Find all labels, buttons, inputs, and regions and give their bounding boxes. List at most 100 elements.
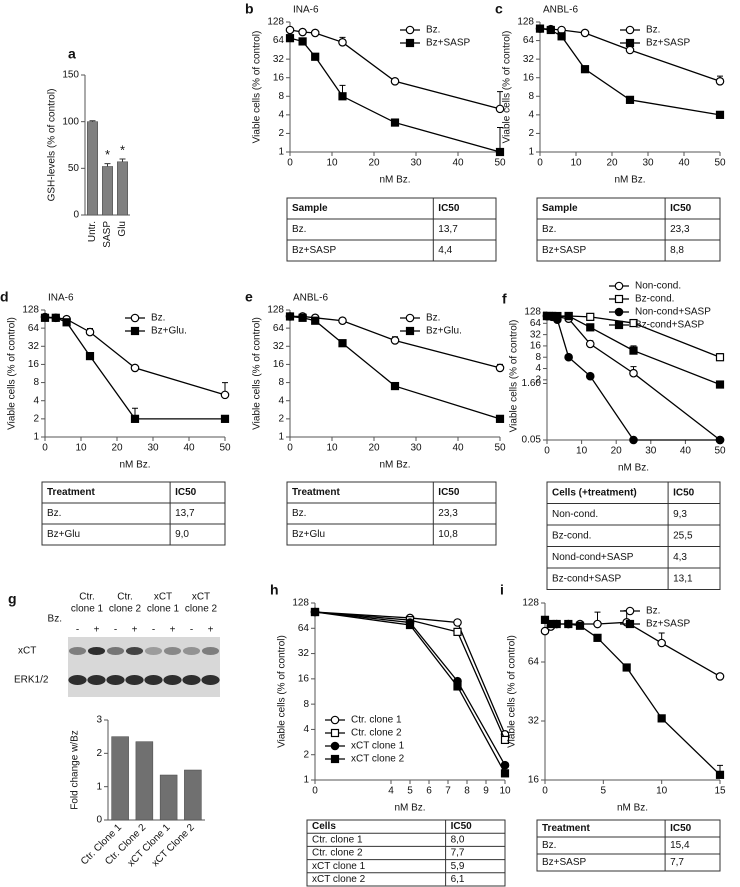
panel-title: INA-6 bbox=[293, 5, 319, 16]
panel-letter: a bbox=[68, 46, 76, 62]
legend-label: Bz. bbox=[151, 313, 165, 324]
marker bbox=[580, 28, 590, 38]
table-cell: 10,8 bbox=[438, 529, 458, 540]
y-tick-label: 64 bbox=[28, 323, 40, 334]
bar bbox=[184, 769, 202, 821]
y-tick-label: 128 bbox=[522, 598, 539, 609]
y-axis-label: Viable cells (% of control) bbox=[252, 31, 263, 144]
x-axis-label: nM Bz. bbox=[119, 460, 150, 471]
y-tick-label: 4 bbox=[303, 724, 309, 735]
table-header: IC50 bbox=[670, 823, 692, 834]
table-header: IC50 bbox=[438, 487, 460, 498]
y-axis-label: GSH-levels (% of control) bbox=[47, 89, 58, 202]
y-tick-label: 8 bbox=[535, 352, 541, 363]
y-axis-label: Viable cells (% of control) bbox=[507, 635, 518, 748]
y-tick-label: 1 bbox=[33, 432, 39, 443]
x-tick-label: 10 bbox=[656, 786, 668, 797]
marker bbox=[453, 682, 462, 691]
x-tick-label: 8 bbox=[464, 786, 470, 797]
x-tick-label: 7 bbox=[445, 786, 451, 797]
marker bbox=[715, 435, 725, 445]
blot-membrane bbox=[68, 637, 220, 697]
legend-label: Bz. bbox=[426, 313, 440, 324]
x-tick-label: 20 bbox=[611, 446, 623, 457]
table-cell: Bz+SASP bbox=[292, 245, 337, 256]
series-line bbox=[314, 611, 506, 774]
series-line bbox=[544, 619, 721, 776]
table-cell: Bz+Glu bbox=[292, 529, 325, 540]
blot-band bbox=[125, 675, 144, 685]
legend-marker bbox=[330, 728, 340, 738]
y-tick-label: 2 bbox=[278, 413, 284, 424]
y-tick-label: 128 bbox=[22, 305, 39, 316]
y-tick-label: 1 bbox=[96, 781, 102, 792]
y-tick-label: 2 bbox=[33, 413, 39, 424]
y-tick-label: 2 bbox=[535, 374, 541, 385]
table-frame bbox=[536, 819, 721, 872]
y-tick-label: 64 bbox=[523, 35, 535, 46]
y-tick-label: 16 bbox=[273, 72, 285, 83]
group-label: xCT bbox=[154, 592, 172, 603]
legend-marker bbox=[614, 320, 624, 330]
y-tick-label: 32 bbox=[273, 54, 285, 65]
y-tick-label: 4 bbox=[535, 363, 541, 374]
x-axis-label: nM Bz. bbox=[617, 803, 648, 814]
x-tick-label: 4 bbox=[388, 786, 394, 797]
x-axis-label: nM Bz. bbox=[379, 175, 410, 186]
blot-band bbox=[182, 647, 201, 655]
y-tick-label: 8 bbox=[278, 91, 284, 102]
y-tick-label: 64 bbox=[273, 323, 285, 334]
marker bbox=[390, 118, 400, 127]
marker bbox=[298, 37, 307, 46]
marker bbox=[338, 339, 347, 348]
y-tick-label: 2 bbox=[528, 128, 534, 139]
table-cell: 25,5 bbox=[673, 530, 693, 541]
x-axis-label: nM Bz. bbox=[379, 460, 410, 471]
marker bbox=[495, 147, 505, 157]
marker bbox=[629, 435, 638, 445]
marker bbox=[298, 27, 307, 37]
y-tick-label: 128 bbox=[267, 305, 284, 316]
group-label: clone 1 bbox=[147, 604, 180, 615]
marker bbox=[390, 76, 400, 86]
y-tick-label: 64 bbox=[273, 35, 285, 46]
group-label: Ctr. bbox=[117, 592, 133, 603]
y-tick-label: 1.60 bbox=[522, 378, 542, 389]
marker bbox=[220, 390, 230, 400]
table-header: Sample bbox=[542, 203, 578, 214]
x-tick-label: 0 bbox=[42, 443, 48, 454]
marker bbox=[715, 380, 725, 389]
lane-label: + bbox=[94, 625, 100, 636]
marker bbox=[715, 672, 725, 681]
y-tick-label: 64 bbox=[298, 623, 310, 634]
x-tick-label: 10 bbox=[499, 786, 511, 797]
legend-marker bbox=[625, 606, 635, 616]
y-tick-label: 8 bbox=[303, 699, 309, 710]
panel-title: ANBL-6 bbox=[293, 293, 328, 304]
series-line bbox=[289, 37, 501, 153]
x-tick-label: 50 bbox=[714, 446, 726, 457]
series-line bbox=[289, 315, 501, 420]
legend-marker bbox=[405, 25, 415, 35]
table-header: IC50 bbox=[438, 203, 460, 214]
x-tick-label: 0 bbox=[312, 786, 318, 797]
legend-marker bbox=[330, 715, 340, 725]
y-tick-label: 64 bbox=[528, 657, 540, 668]
panel-title: INA-6 bbox=[48, 293, 74, 304]
x-tick-label: 20 bbox=[111, 443, 123, 454]
legend-label: Bz+Glu. bbox=[426, 326, 462, 337]
y-tick-label: 1 bbox=[303, 775, 309, 786]
x-tick-label: 10 bbox=[75, 443, 87, 454]
y-tick-label: 0 bbox=[73, 210, 79, 221]
table-cell: 7,7 bbox=[670, 857, 684, 868]
legend-label: Bz+Glu. bbox=[151, 326, 187, 337]
marker bbox=[575, 621, 585, 630]
marker bbox=[62, 318, 71, 327]
y-tick-label: 3 bbox=[96, 715, 102, 726]
marker bbox=[540, 615, 550, 624]
x-tick-label: 30 bbox=[642, 158, 654, 169]
table-cell: 8,8 bbox=[670, 245, 684, 256]
legend-label: xCT clone 1 bbox=[351, 741, 405, 752]
marker bbox=[625, 45, 635, 55]
